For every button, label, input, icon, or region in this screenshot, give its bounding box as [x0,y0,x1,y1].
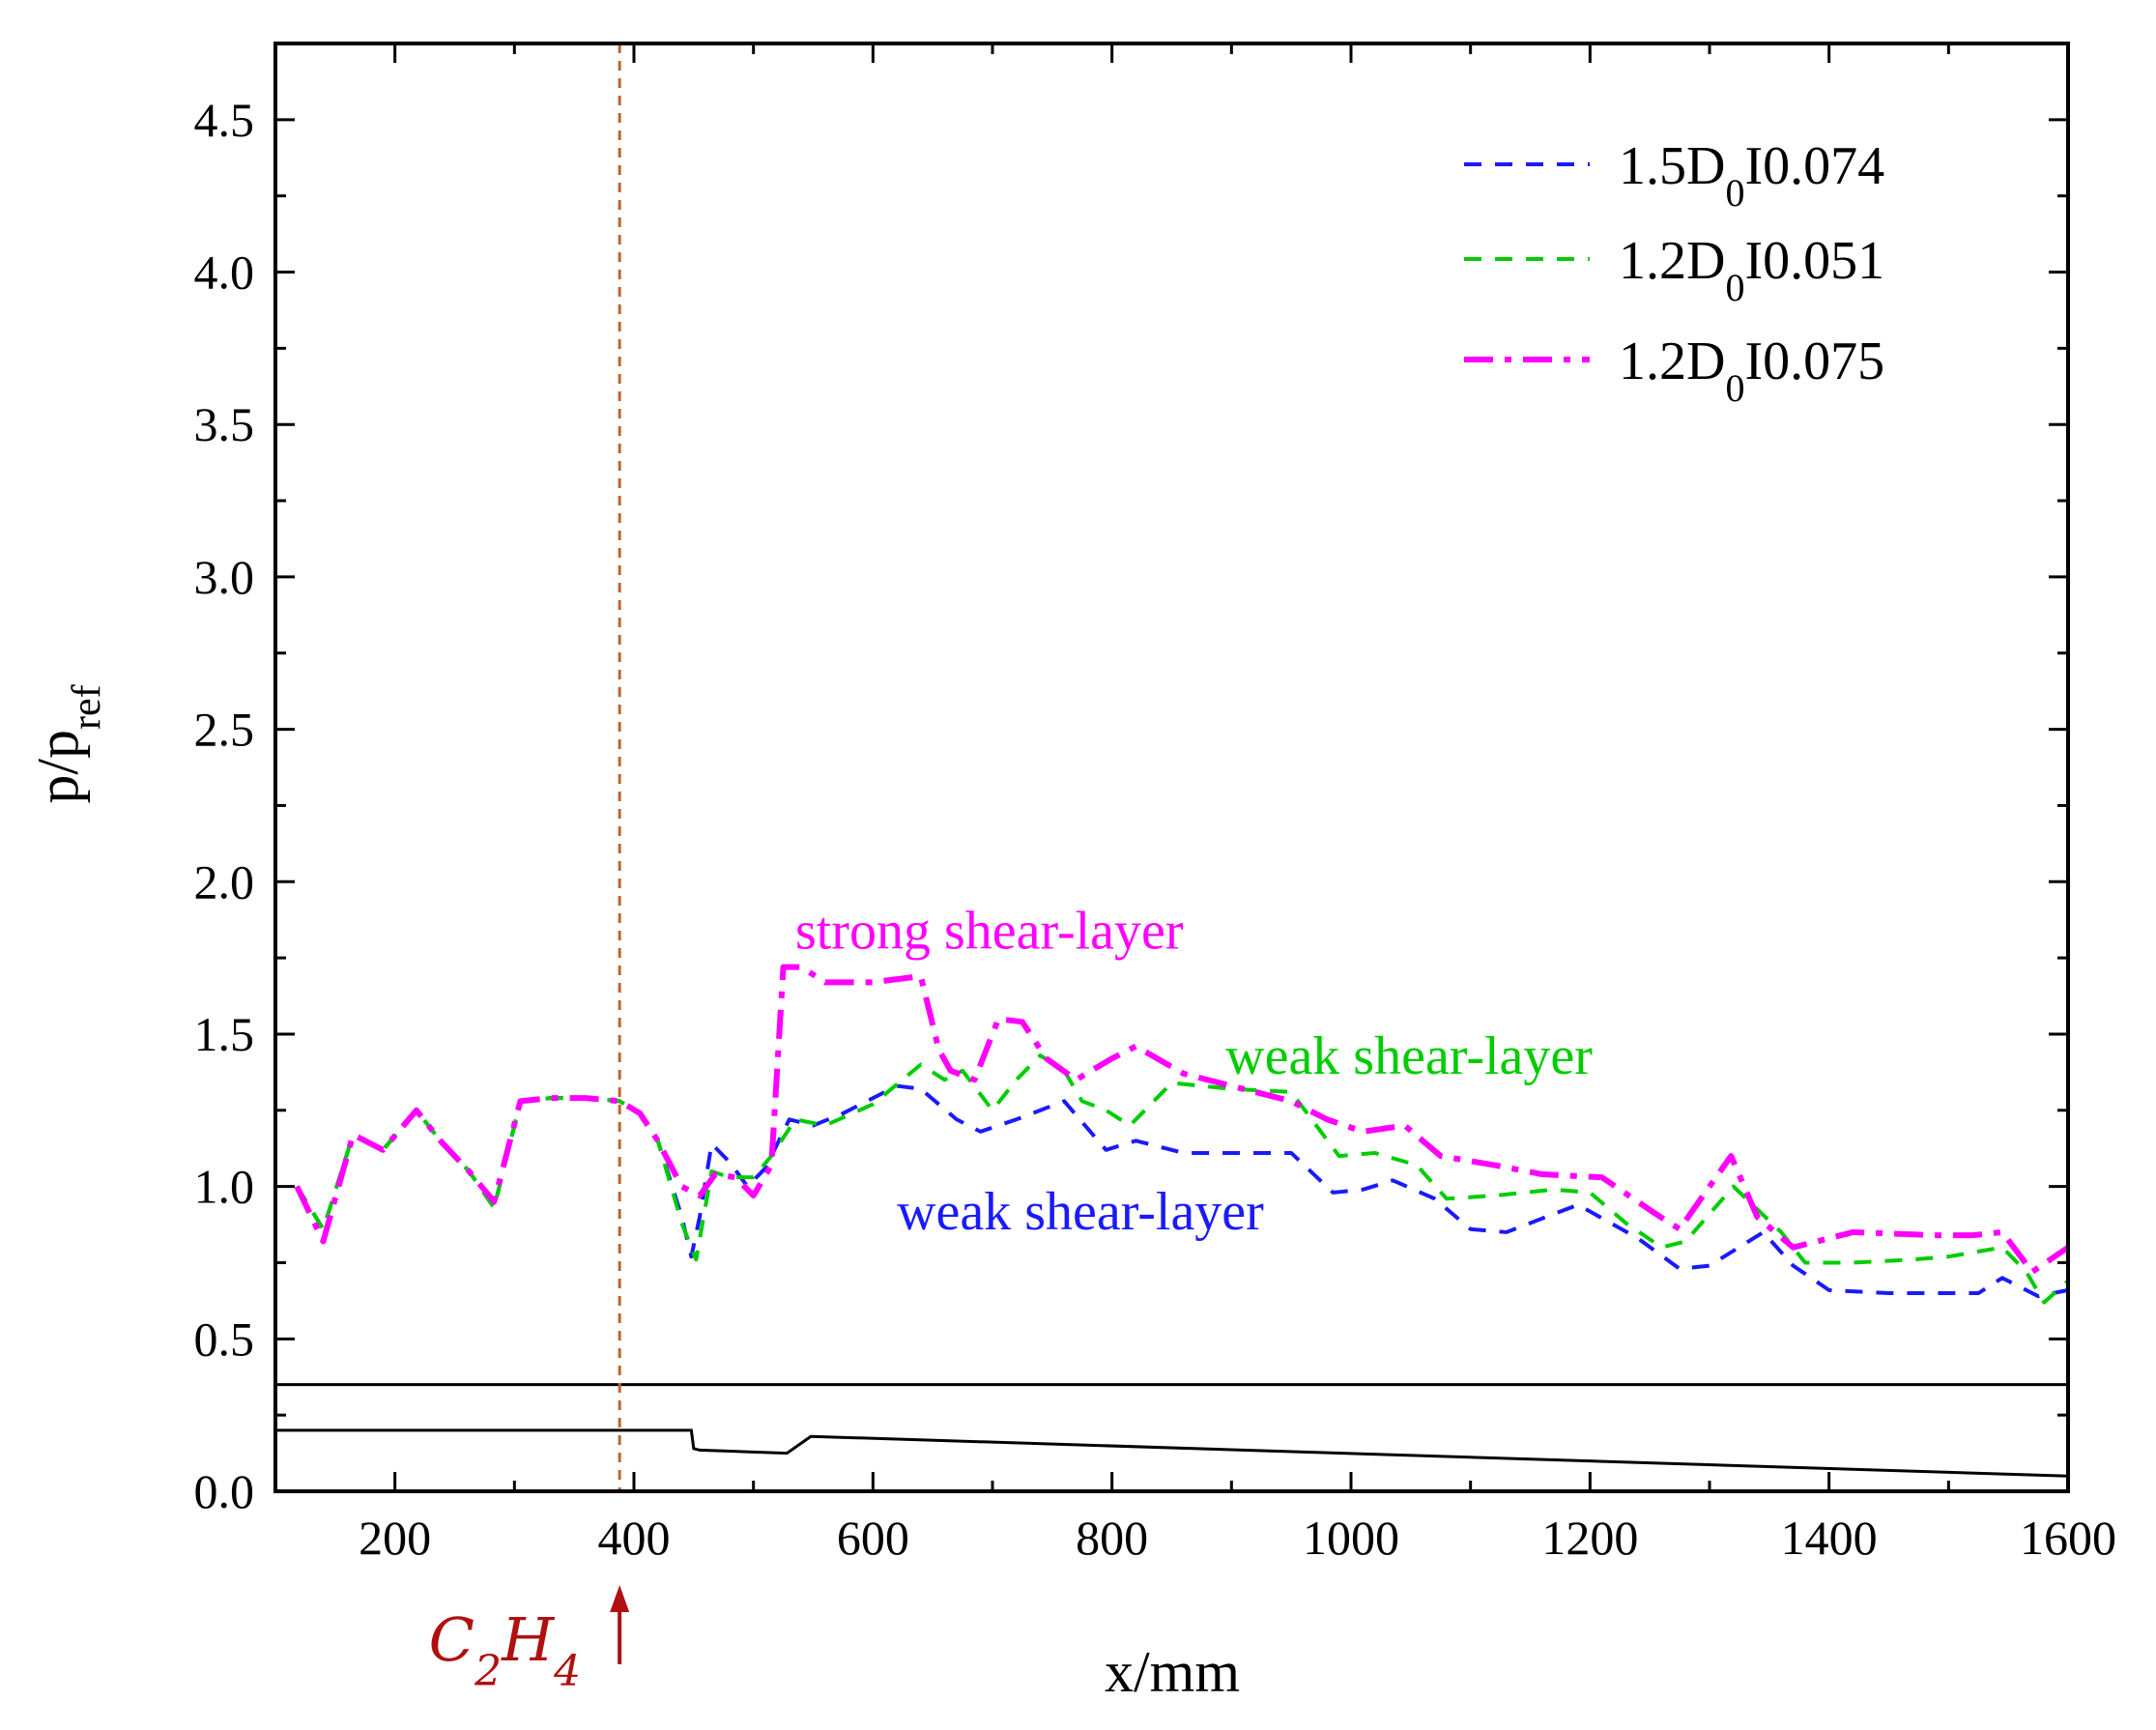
y-axis-title: p/pref [26,684,109,803]
injection-label: C2H4 [429,1604,582,1696]
y-tick-label: 4.0 [194,245,255,300]
text-layer: 200 400 600 800 1000 1200 1400 1600 0.0 0.5 1.0 1.5… [26,93,2116,1704]
series-line-2 [294,964,2070,1275]
legend-label-1: 1.2D0I0.051 [1619,231,1884,309]
legend-label-0: 1.5D0I0.074 [1619,136,1884,215]
y-tick-label: 0.5 [194,1312,255,1366]
x-tick-label: 200 [359,1511,431,1565]
lower-wall [275,1428,2069,1478]
x-tick-label: 800 [1076,1511,1148,1565]
y-tick-label: 3.5 [194,397,255,451]
y-tick-label: 2.0 [194,854,255,908]
axes-layer [273,42,2070,1493]
x-tick-label: 600 [837,1511,909,1565]
x-tick-label: 1000 [1303,1511,1399,1565]
x-axis-title: x/mm [1105,1640,1240,1704]
x-tick-label: 1600 [2020,1511,2116,1565]
plot-layer [275,43,2070,1491]
y-tick-label: 1.5 [194,1007,255,1061]
legend-label-2: 1.2D0I0.075 [1619,332,1884,410]
x-tick-label: 1400 [1781,1511,1878,1565]
annotation-0: strong shear-layer [795,902,1184,962]
injection-arrow-head [610,1585,630,1612]
y-tick-label: 2.5 [194,703,255,757]
x-tick-label: 400 [598,1511,671,1565]
y-tick-label: 3.0 [194,550,255,604]
annotation-2: weak shear-layer [897,1182,1264,1242]
y-tick-label: 1.0 [194,1160,255,1214]
plot-frame [273,42,2070,1493]
x-tick-label: 1200 [1541,1511,1638,1565]
annotation-1: weak shear-layer [1225,1026,1593,1086]
y-tick-label: 4.5 [194,93,255,147]
series-line-1 [295,1053,2070,1305]
y-tick-label: 0.0 [194,1464,255,1518]
series-line-0 [295,1083,2069,1299]
